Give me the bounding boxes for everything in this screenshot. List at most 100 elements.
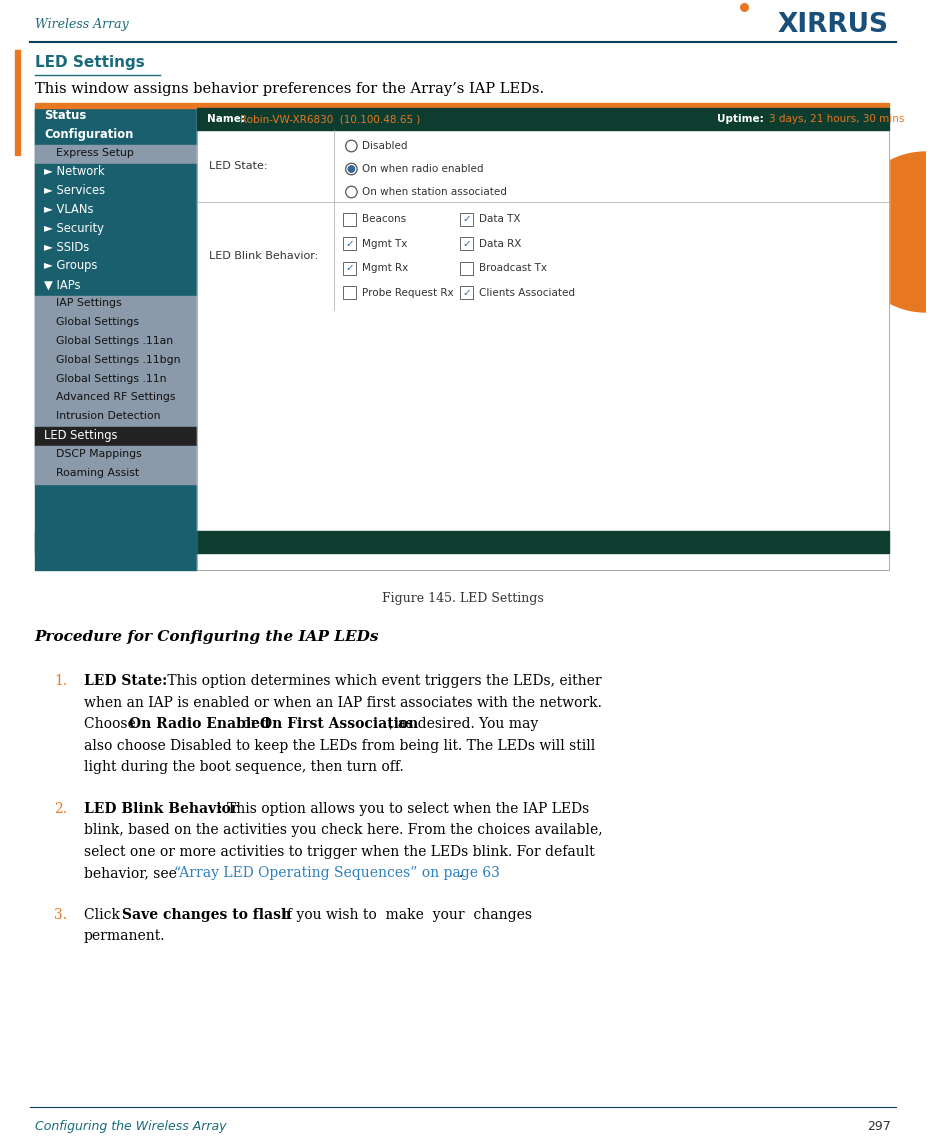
Text: This option determines which event triggers the LEDs, either: This option determines which event trigg…: [163, 674, 601, 688]
Text: ► Groups: ► Groups: [44, 259, 98, 272]
Bar: [35, 333, 197, 351]
Text: Express Setup: Express Setup: [56, 148, 134, 158]
Bar: [35, 126, 197, 146]
Text: LED Blink Behavior: LED Blink Behavior: [83, 802, 238, 815]
Text: Procedure for Configuring the IAP LEDs: Procedure for Configuring the IAP LEDs: [35, 630, 379, 644]
Text: ► VLANs: ► VLANs: [44, 202, 94, 216]
Bar: [460, 213, 473, 225]
Text: Disabled: Disabled: [362, 141, 408, 151]
Bar: [460, 287, 473, 299]
Text: when an IAP is enabled or when an IAP first associates with the network.: when an IAP is enabled or when an IAP fi…: [83, 696, 602, 709]
Text: Global Settings .11n: Global Settings .11n: [56, 374, 167, 383]
Text: light during the boot sequence, then turn off.: light during the boot sequence, then tur…: [83, 760, 403, 774]
Text: 1.: 1.: [54, 674, 68, 688]
Text: : This option allows you to select when the IAP LEDs: : This option allows you to select when …: [219, 802, 589, 815]
Bar: [343, 236, 356, 250]
Text: Intrusion Detection: Intrusion Detection: [56, 412, 160, 421]
Text: 297: 297: [868, 1120, 891, 1132]
Text: LED State:: LED State:: [83, 674, 167, 688]
Bar: [35, 102, 889, 108]
Text: also choose Disabled to keep the LEDs from being lit. The LEDs will still: also choose Disabled to keep the LEDs fr…: [83, 739, 595, 753]
Text: Roaming Assist: Roaming Assist: [56, 467, 140, 478]
Bar: [35, 258, 197, 276]
Bar: [343, 213, 356, 225]
Text: LED Settings: LED Settings: [44, 429, 118, 441]
Bar: [35, 108, 197, 126]
Text: Name:: Name:: [207, 114, 249, 124]
Text: ► Security: ► Security: [44, 222, 104, 234]
Text: “Array LED Operating Sequences” on page 63: “Array LED Operating Sequences” on page …: [174, 866, 500, 880]
Text: LED Blink Behavior:: LED Blink Behavior:: [209, 251, 319, 262]
Text: Global Settings: Global Settings: [56, 317, 139, 327]
Text: Global Settings .11bgn: Global Settings .11bgn: [56, 355, 181, 365]
Text: On when radio enabled: On when radio enabled: [362, 164, 484, 174]
Text: 3.: 3.: [54, 907, 68, 921]
Text: ▼ IAPs: ▼ IAPs: [44, 279, 81, 291]
Bar: [35, 221, 197, 239]
Bar: [35, 351, 197, 371]
Text: Configuration: Configuration: [44, 127, 134, 141]
Bar: [343, 262, 356, 274]
Text: This window assigns behavior preferences for the Array’s IAP LEDs.: This window assigns behavior preferences…: [35, 82, 544, 96]
Bar: [197, 531, 889, 553]
Text: ✓: ✓: [345, 263, 355, 273]
Bar: [35, 201, 197, 221]
Text: Status: Status: [44, 109, 86, 122]
Text: Advanced RF Settings: Advanced RF Settings: [56, 392, 175, 402]
Bar: [343, 287, 356, 299]
Text: On First Association: On First Association: [260, 717, 417, 731]
Bar: [35, 390, 197, 408]
Text: ✓: ✓: [345, 239, 355, 249]
Text: Save changes to flash: Save changes to flash: [122, 907, 291, 921]
Text: LED State:: LED State:: [209, 161, 267, 171]
Bar: [197, 108, 889, 130]
Text: Configuring the Wireless Array: Configuring the Wireless Array: [35, 1120, 226, 1132]
Text: Choose: Choose: [83, 717, 140, 731]
Text: Figure 145. LED Settings: Figure 145. LED Settings: [382, 592, 544, 605]
Bar: [35, 239, 197, 258]
Text: permanent.: permanent.: [83, 929, 165, 943]
Text: Wireless Array: Wireless Array: [35, 18, 129, 31]
Text: if you wish to  make  your  changes: if you wish to make your changes: [279, 907, 533, 921]
Text: ► SSIDs: ► SSIDs: [44, 241, 90, 254]
Text: On Radio Enabled: On Radio Enabled: [129, 717, 269, 731]
Text: Mgmt Tx: Mgmt Tx: [362, 239, 408, 249]
Text: ► Network: ► Network: [44, 165, 105, 179]
Text: Data RX: Data RX: [478, 239, 522, 249]
Text: ✓: ✓: [462, 288, 471, 298]
Bar: [35, 146, 197, 164]
Circle shape: [847, 152, 938, 312]
Bar: [35, 371, 197, 390]
Bar: [35, 428, 197, 446]
Text: ✓: ✓: [462, 214, 471, 224]
Text: Clients Associated: Clients Associated: [478, 288, 575, 298]
Bar: [35, 446, 197, 465]
Text: XIRRUS: XIRRUS: [778, 13, 888, 38]
Text: Global Settings .11an: Global Settings .11an: [56, 337, 174, 346]
Bar: [460, 262, 473, 274]
Text: .: .: [459, 866, 462, 880]
Bar: [35, 531, 197, 553]
Bar: [35, 314, 197, 333]
Text: ✓: ✓: [462, 239, 471, 249]
Text: IAP Settings: IAP Settings: [56, 298, 122, 308]
Text: Broadcast Tx: Broadcast Tx: [478, 263, 547, 273]
Text: behavior, see: behavior, see: [83, 866, 181, 880]
Text: 2.: 2.: [54, 802, 68, 815]
Text: On when station associated: On when station associated: [362, 186, 507, 197]
Text: blink, based on the activities you check here. From the choices available,: blink, based on the activities you check…: [83, 823, 602, 837]
Text: Uptime:: Uptime:: [717, 114, 767, 124]
Bar: [15, 50, 20, 155]
Text: select one or more activities to trigger when the LEDs blink. For default: select one or more activities to trigger…: [83, 845, 595, 858]
Bar: [35, 183, 197, 201]
Bar: [35, 296, 197, 314]
Circle shape: [348, 166, 355, 172]
Bar: [35, 408, 197, 428]
Bar: [35, 276, 197, 296]
Text: or: or: [238, 717, 263, 731]
Bar: [197, 108, 889, 570]
Text: DSCP Mappings: DSCP Mappings: [56, 449, 142, 459]
Bar: [197, 108, 889, 570]
Text: Click: Click: [83, 907, 124, 921]
Text: , as desired. You may: , as desired. You may: [389, 717, 538, 731]
